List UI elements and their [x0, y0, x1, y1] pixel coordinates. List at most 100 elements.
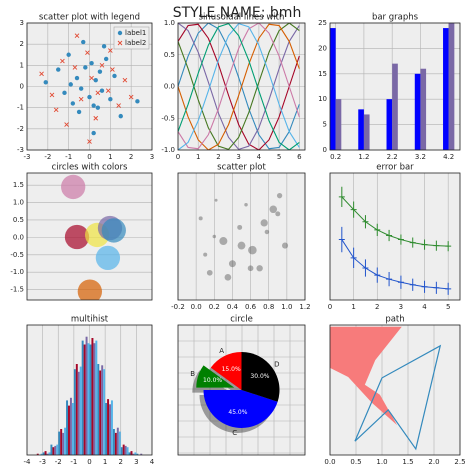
point	[74, 75, 80, 81]
bar	[48, 452, 51, 455]
x-tick-label: 0	[328, 303, 332, 311]
point	[95, 90, 101, 96]
bar	[79, 366, 82, 455]
point	[108, 48, 113, 53]
wedge-value-label: 15.0%	[222, 366, 241, 373]
bubble	[237, 224, 243, 230]
point	[99, 88, 105, 93]
axes-frame	[329, 324, 461, 456]
bubble	[228, 260, 236, 268]
x-tick-label: 0.8	[263, 303, 274, 311]
y-tick-label: 0.5	[164, 51, 175, 59]
bar	[42, 452, 45, 455]
error-bar	[338, 226, 345, 253]
bar	[40, 453, 43, 455]
point	[135, 99, 140, 104]
x-tick-label: 0	[87, 458, 91, 466]
bubble	[247, 265, 254, 272]
bubble	[260, 219, 268, 227]
circle	[95, 245, 121, 271]
y-tick-label: -2	[17, 125, 24, 133]
plot-area	[178, 23, 300, 150]
point	[60, 58, 65, 64]
y-tick-label: 15	[318, 70, 327, 78]
shape	[330, 326, 402, 426]
bar	[75, 364, 78, 455]
y-tick-label: 0	[323, 146, 327, 154]
y-tick-label: 0.0	[13, 233, 24, 241]
bubble	[269, 205, 278, 214]
x-tick-label: 1	[351, 303, 355, 311]
bar	[69, 397, 72, 455]
point	[110, 67, 115, 72]
bar	[99, 370, 102, 455]
x-tick-label: 3	[399, 303, 403, 311]
line	[178, 23, 300, 150]
wedge-value-label: 45.0%	[228, 409, 247, 416]
x-tick-label: 1	[196, 153, 200, 161]
error-bar	[397, 234, 404, 245]
bar	[54, 445, 57, 455]
x-tick-label: 3.2	[415, 153, 426, 161]
bar	[73, 369, 76, 455]
bar	[103, 369, 106, 455]
bubble	[248, 245, 257, 255]
bar	[386, 99, 393, 150]
bar	[126, 447, 129, 455]
error-bar	[421, 239, 428, 250]
bubble	[237, 241, 246, 250]
bar	[116, 427, 119, 455]
point	[49, 92, 55, 98]
x-tick-label: 1	[103, 458, 107, 466]
y-tick-label: -1.5	[10, 286, 24, 294]
error-bar	[362, 259, 369, 277]
line	[178, 23, 300, 150]
bar	[81, 340, 84, 455]
x-tick-label: -4	[24, 458, 32, 466]
point	[64, 122, 69, 127]
bar	[36, 453, 39, 455]
point	[128, 94, 134, 100]
wedge-label: A	[219, 347, 224, 355]
point	[89, 75, 94, 81]
plot-area	[338, 186, 452, 295]
wedge	[203, 390, 278, 428]
point	[74, 33, 80, 39]
circle	[77, 279, 102, 300]
bubble	[276, 193, 283, 199]
bar	[420, 68, 427, 150]
legend-label: label2	[125, 39, 146, 47]
point	[112, 73, 117, 79]
bar	[97, 364, 100, 455]
error-bar	[350, 247, 357, 268]
bubble	[212, 234, 217, 239]
axes-frame	[26, 22, 153, 151]
point	[39, 71, 44, 77]
bar	[335, 99, 342, 150]
x-tick-label: 4	[257, 153, 262, 161]
x-tick-label: 0	[176, 153, 180, 161]
bar	[330, 28, 336, 150]
x-tick-label: 3	[236, 153, 240, 161]
x-tick-label: 0.0	[191, 303, 202, 311]
x-tick-label: 5	[277, 153, 281, 161]
bar	[130, 451, 133, 455]
plot-area	[330, 326, 442, 451]
y-tick-label: 1.0	[164, 19, 175, 27]
point	[105, 88, 111, 94]
x-tick-label: 6	[297, 153, 302, 161]
bubble	[224, 273, 232, 281]
point	[108, 97, 113, 102]
legend-label: label1	[125, 29, 146, 37]
point	[97, 69, 103, 74]
bubble	[206, 269, 213, 276]
point	[91, 130, 96, 136]
point	[68, 82, 73, 87]
x-tick-label: 2	[129, 153, 133, 161]
axes-frame	[26, 172, 153, 301]
y-tick-label: 1.0	[13, 199, 24, 207]
error-bar	[421, 280, 428, 293]
x-tick-label: -1	[70, 458, 77, 466]
y-tick-label: -1.0	[161, 146, 175, 154]
